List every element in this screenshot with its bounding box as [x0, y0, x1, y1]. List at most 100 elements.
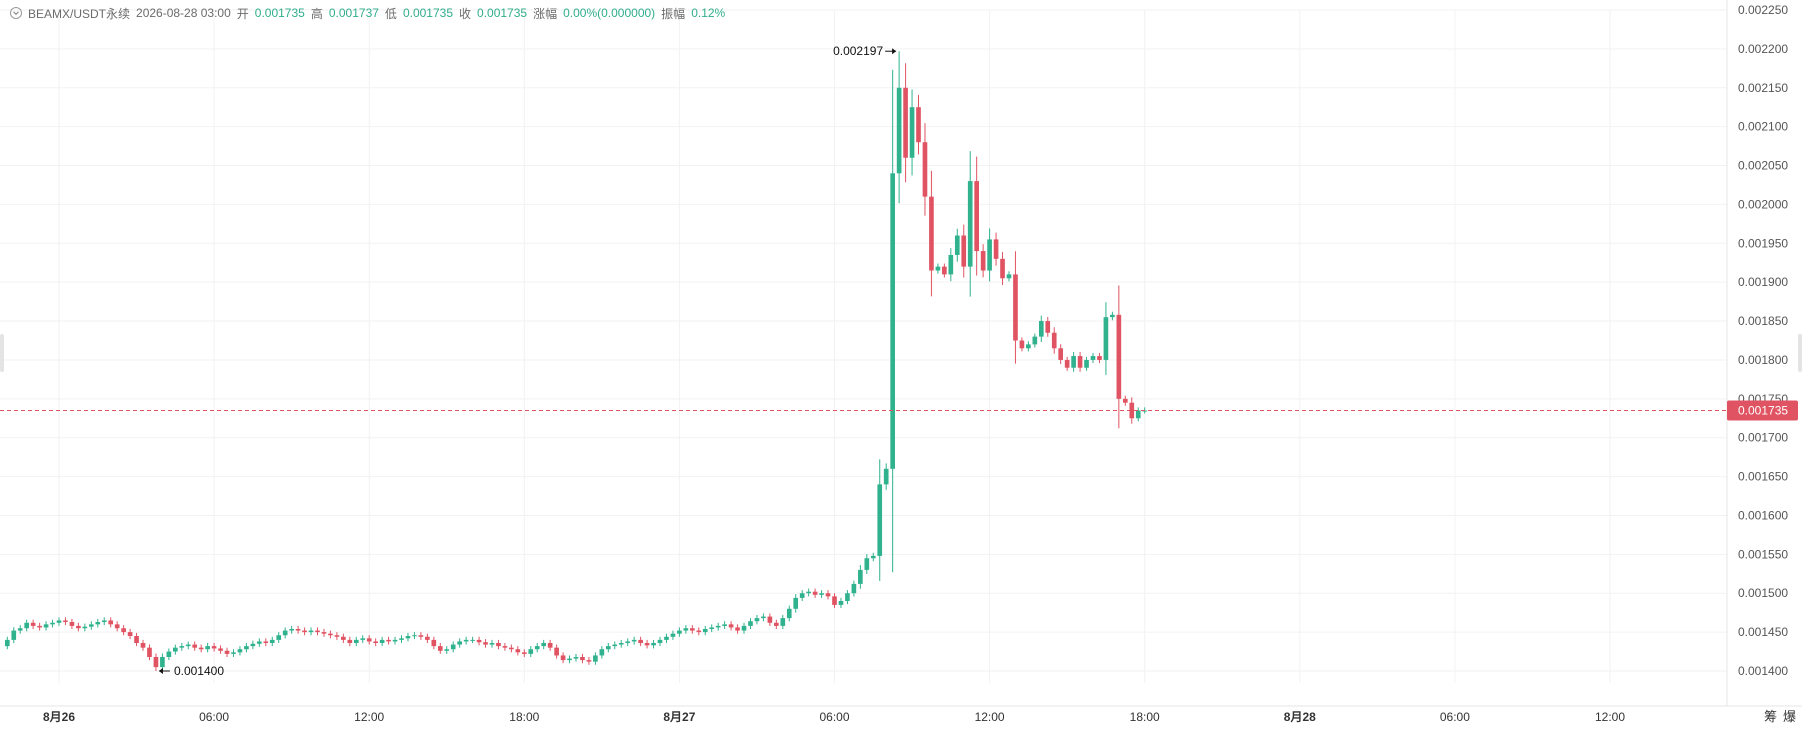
candle-body	[502, 646, 508, 648]
y-tick-label: 0.002000	[1738, 197, 1788, 211]
candle-body	[101, 620, 107, 623]
candle-body	[231, 652, 236, 654]
candle-body	[315, 630, 320, 633]
candle-body	[1129, 402, 1135, 419]
y-tick-label: 0.001500	[1738, 586, 1788, 600]
candle-body	[237, 649, 243, 653]
candle-body	[1064, 359, 1070, 368]
candle-body	[567, 658, 572, 661]
candle-body	[1103, 317, 1109, 360]
candle-body	[573, 657, 579, 659]
candle-body	[276, 635, 282, 640]
candle-body	[599, 649, 605, 656]
candle-body	[198, 647, 204, 650]
high-value: 0.001737	[328, 6, 379, 20]
symbol-name: BEAMX/USDT永续	[28, 6, 131, 21]
y-tick-label: 0.001900	[1738, 275, 1788, 289]
candle-body	[806, 591, 811, 594]
candle-body	[722, 624, 727, 626]
y-tick-label: 0.002050	[1738, 159, 1788, 173]
candle-body	[638, 639, 643, 644]
candle-body	[282, 630, 288, 636]
candle-body	[683, 628, 689, 631]
last-price-tag	[1727, 400, 1798, 421]
candle-body	[179, 646, 185, 648]
candle-body	[37, 625, 42, 628]
candle-body	[954, 235, 960, 255]
close-value: 0.001735	[477, 6, 528, 20]
candle-body	[761, 616, 766, 619]
candle-body	[864, 558, 870, 570]
candle-body	[153, 657, 159, 668]
candle-body	[935, 266, 941, 271]
candle-body	[1116, 314, 1122, 399]
candle-body	[689, 628, 695, 631]
candle-body	[43, 624, 49, 628]
candle-body	[1077, 356, 1083, 368]
candle-body	[521, 652, 527, 654]
x-tick-label: 06:00	[819, 710, 849, 724]
candle-body	[463, 639, 469, 642]
candle-body	[644, 643, 650, 646]
candle-body	[470, 639, 475, 641]
candle-body	[172, 647, 178, 652]
y-tick-label: 0.001600	[1738, 508, 1788, 522]
amplitude-label: 振幅	[661, 6, 686, 21]
candle-body	[922, 142, 928, 197]
collapse-toggle-icon[interactable]	[10, 7, 22, 19]
x-tick-label: 06:00	[199, 710, 229, 724]
candle-body	[974, 181, 980, 252]
candle-body	[289, 629, 294, 631]
candle-body	[341, 636, 346, 640]
y-tick-label: 0.002100	[1738, 120, 1788, 134]
candle-body	[903, 87, 908, 158]
candle-body	[586, 660, 592, 662]
candle-body	[774, 622, 779, 626]
candle-body	[95, 622, 101, 625]
candle-body	[347, 639, 353, 644]
candle-body	[392, 639, 398, 642]
candle-body	[534, 646, 540, 650]
candle-body	[476, 639, 482, 643]
candle-body	[541, 643, 547, 647]
candle-body	[412, 635, 417, 637]
candle-body	[1071, 356, 1076, 368]
candle-body	[993, 239, 999, 259]
high-label: 高	[310, 6, 323, 21]
y-tick-label: 0.001450	[1738, 625, 1788, 639]
candle-body	[114, 624, 120, 629]
x-tick-label: 18:00	[1130, 710, 1160, 724]
candle-body	[69, 622, 75, 626]
candle-body	[980, 251, 986, 271]
candle-body	[76, 625, 81, 629]
x-tick-label: 18:00	[509, 710, 539, 724]
left-resize-handle[interactable]	[0, 334, 4, 372]
candle-body	[134, 636, 139, 644]
candle-body	[612, 644, 618, 647]
chip-distribution-button[interactable]: 筹	[1763, 709, 1777, 724]
candle-body	[728, 624, 734, 628]
y-tick-label: 0.001800	[1738, 353, 1788, 367]
candle-body	[30, 622, 36, 626]
right-resize-handle[interactable]	[1798, 334, 1802, 372]
y-tick-label: 0.001650	[1738, 470, 1788, 484]
liquidation-button[interactable]: 爆	[1782, 709, 1796, 724]
candle-body	[108, 620, 114, 625]
candle-body	[218, 648, 223, 651]
min-price-arrowhead	[158, 668, 163, 674]
candle-body	[741, 625, 747, 631]
candle-body	[321, 632, 327, 634]
candle-body	[735, 627, 740, 631]
candle-body	[560, 655, 566, 661]
candle-body	[870, 555, 876, 559]
x-tick-label: 12:00	[354, 710, 384, 724]
candle-body	[1019, 340, 1025, 349]
candle-body	[651, 643, 656, 646]
candle-body	[483, 642, 488, 645]
candle-body	[1090, 356, 1096, 360]
candle-body	[916, 107, 921, 143]
candle-body	[373, 641, 378, 644]
x-tick-label: 8月28	[1284, 710, 1316, 724]
